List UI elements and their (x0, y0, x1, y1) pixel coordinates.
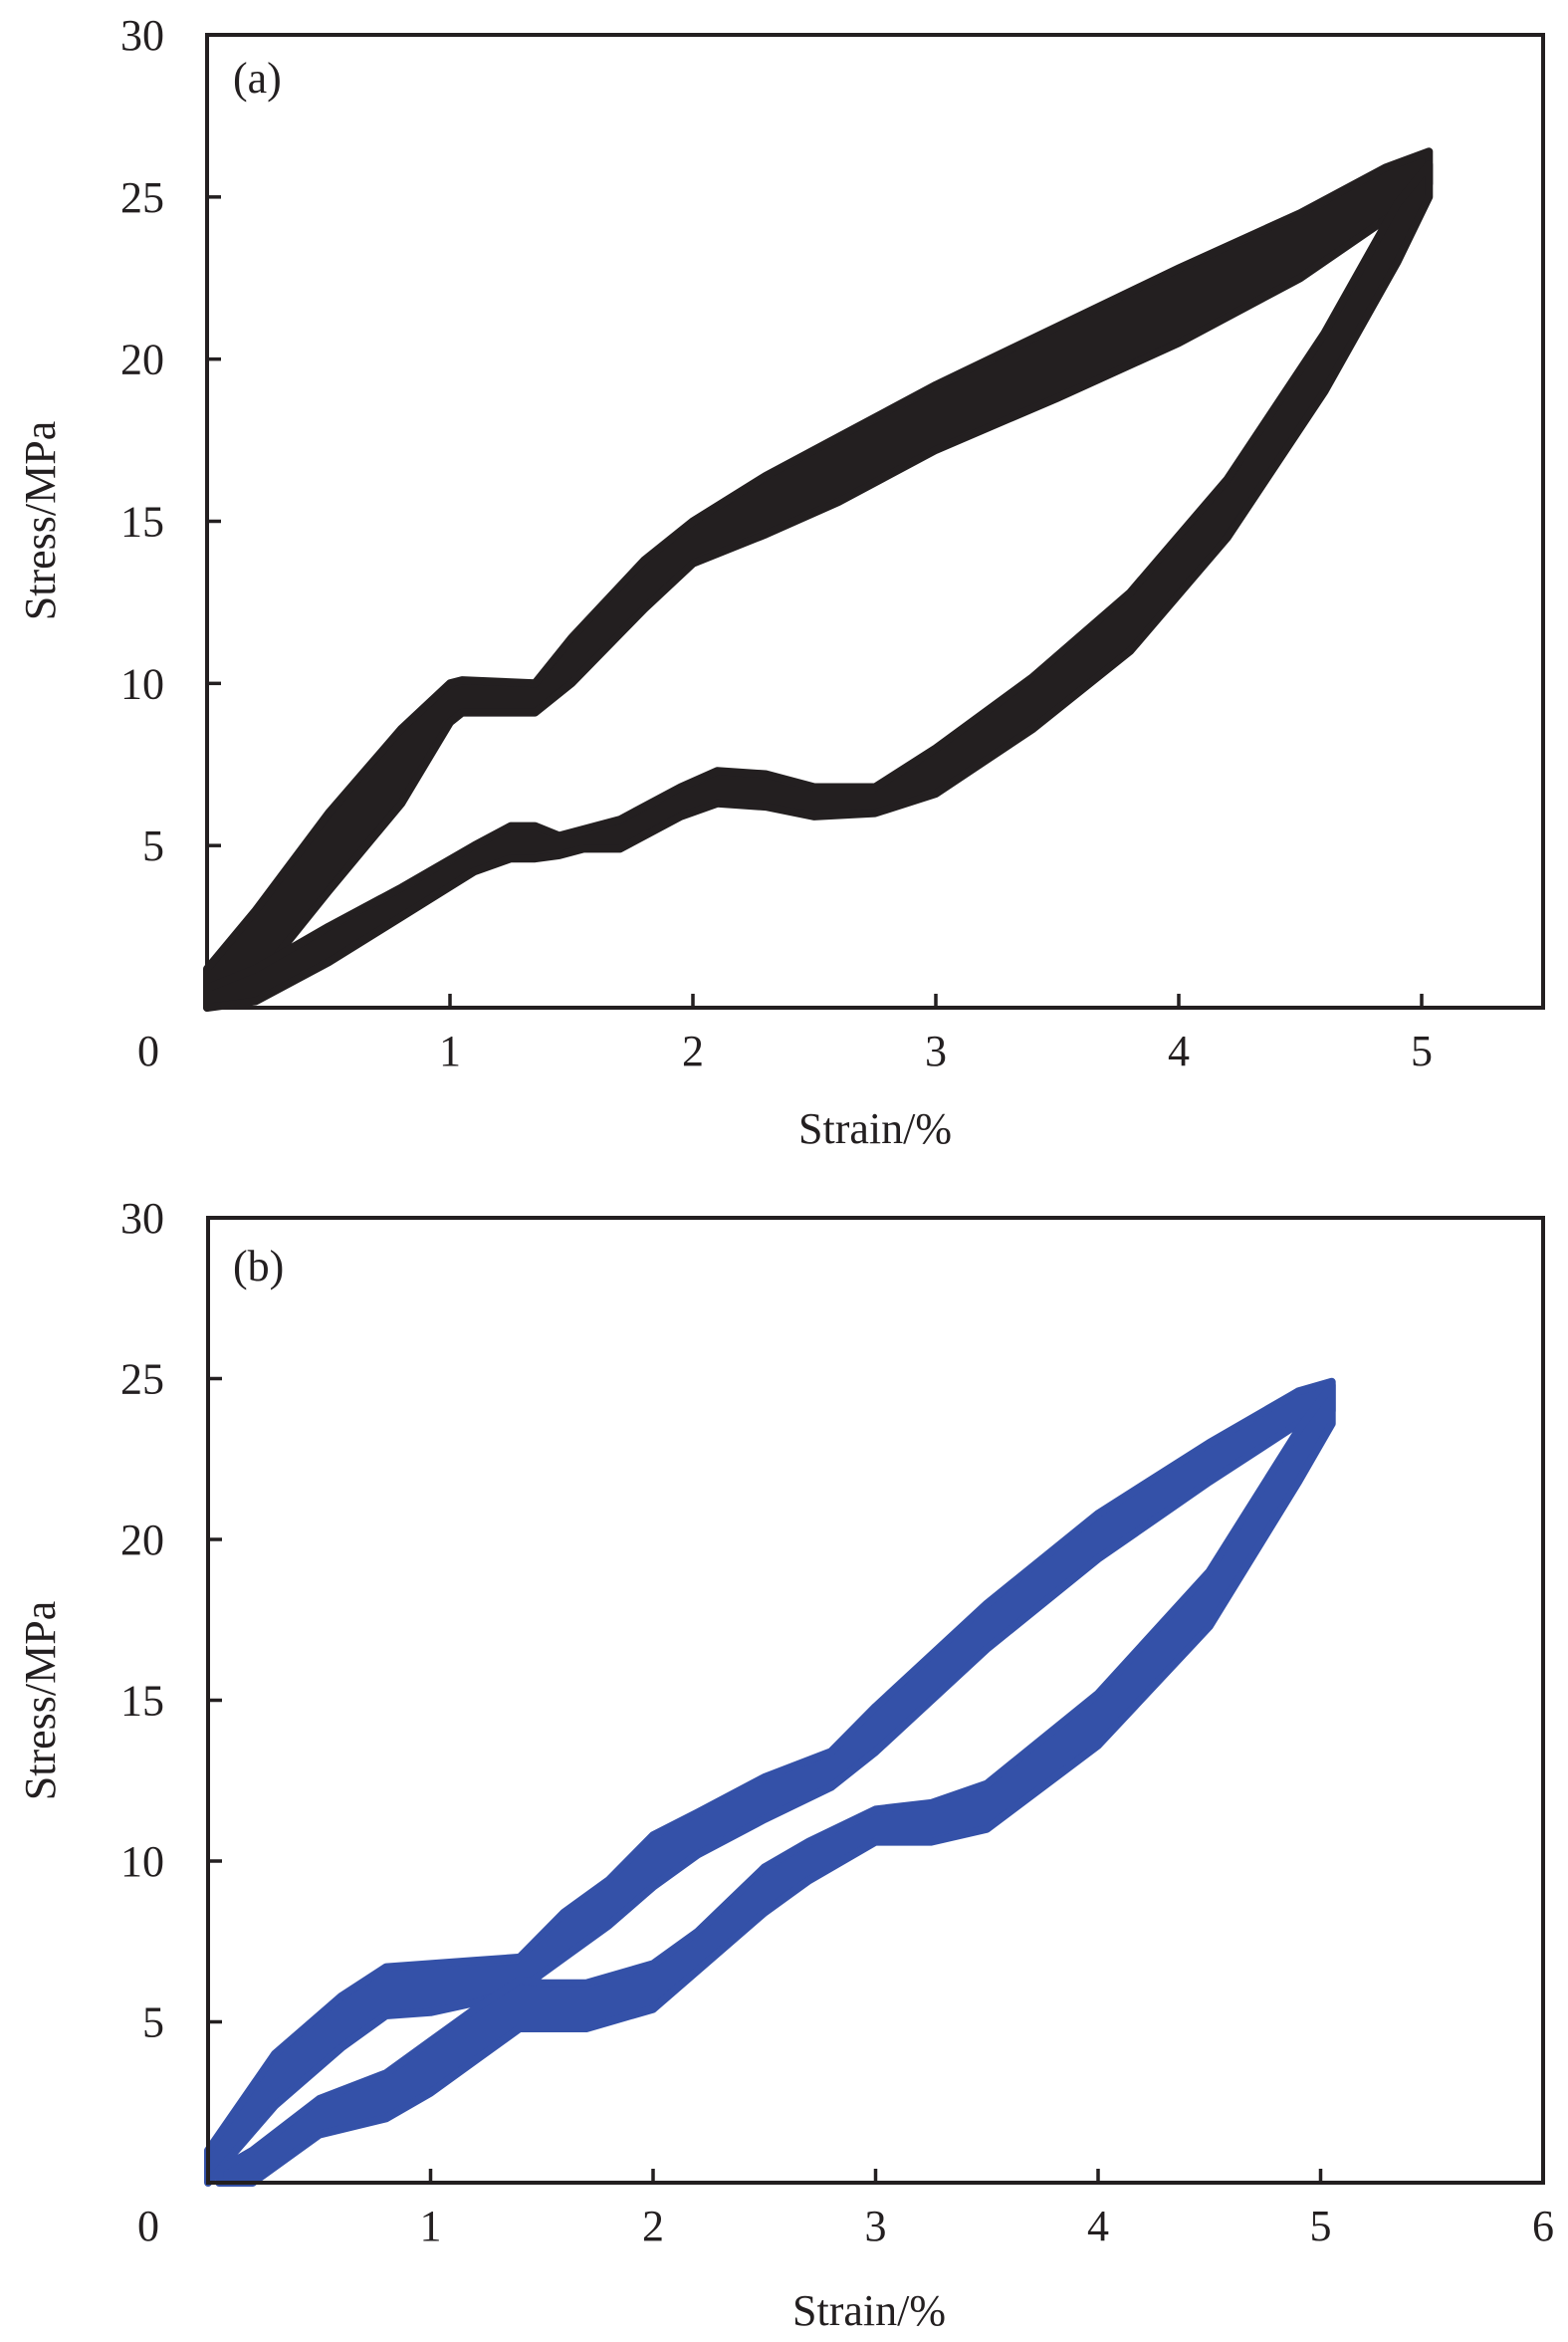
panel-a-y-tick-label: 5 (142, 821, 164, 870)
panel-b-origin-label: 0 (137, 2202, 159, 2250)
panel-b: (b) Stress/MPa Strain/% 0 1 2 3 4 5 6 5 10 15 20 2… (16, 1194, 1554, 2335)
panel-a-x-axis-title: Strain/% (798, 1104, 952, 1153)
panel-b-frame (206, 1216, 1545, 2185)
panel-a-x-tick-label: 1 (439, 1027, 461, 1075)
panel-a-x-tick-label: 5 (1411, 1027, 1433, 1075)
panel-a-y-tick-label: 30 (120, 11, 164, 60)
panel-a-label: (a) (233, 54, 282, 103)
panel-b-y-tick-label: 20 (120, 1516, 164, 1564)
panel-b-y-tick-label: 30 (120, 1194, 164, 1243)
panel-b-y-tick-label: 25 (120, 1355, 164, 1404)
panel-b-loading-band (204, 1377, 1336, 2187)
panel-a-frame (205, 33, 1545, 1010)
panel-a-y-tick-label: 15 (120, 498, 164, 547)
panel-a-x-tick-label: 2 (682, 1027, 704, 1075)
panel-b-y-tick-label: 15 (120, 1677, 164, 1726)
panel-a-y-tick-label: 25 (120, 173, 164, 222)
panel-b-x-tick-label: 6 (1532, 2202, 1554, 2250)
panel-b-label: (b) (233, 1242, 284, 1290)
panel-b-x-tick-label: 3 (865, 2202, 887, 2250)
panel-a-x-tick-label: 4 (1168, 1027, 1190, 1075)
panel-b-y-tick-label: 5 (142, 1998, 164, 2047)
panel-a-x-tick-label: 3 (925, 1027, 947, 1075)
panel-a-data (203, 147, 1434, 1012)
panel-b-x-tick-label: 2 (642, 2202, 664, 2250)
panel-b-y-tick-label: 10 (120, 1837, 164, 1886)
panel-b-x-tick-label: 4 (1087, 2202, 1109, 2250)
panel-b-x-axis-title: Strain/% (792, 2286, 946, 2335)
panel-b-data (204, 1377, 1336, 2187)
panel-a-y-axis-title: Stress/MPa (16, 421, 65, 620)
panel-a-y-tick-label: 10 (120, 659, 164, 708)
panel-a-loading-band (203, 147, 1434, 1012)
panel-a: (a) Stress/MPa Strain/% 0 1 2 3 4 5 5 10 15 20 25… (16, 11, 1545, 1153)
panel-a-origin-label: 0 (137, 1027, 159, 1075)
panel-b-y-axis-title: Stress/MPa (16, 1601, 65, 1800)
panel-b-x-tick-label: 1 (420, 2202, 442, 2250)
panel-b-x-tick-label: 5 (1310, 2202, 1332, 2250)
panel-a-y-tick-label: 20 (120, 336, 164, 384)
